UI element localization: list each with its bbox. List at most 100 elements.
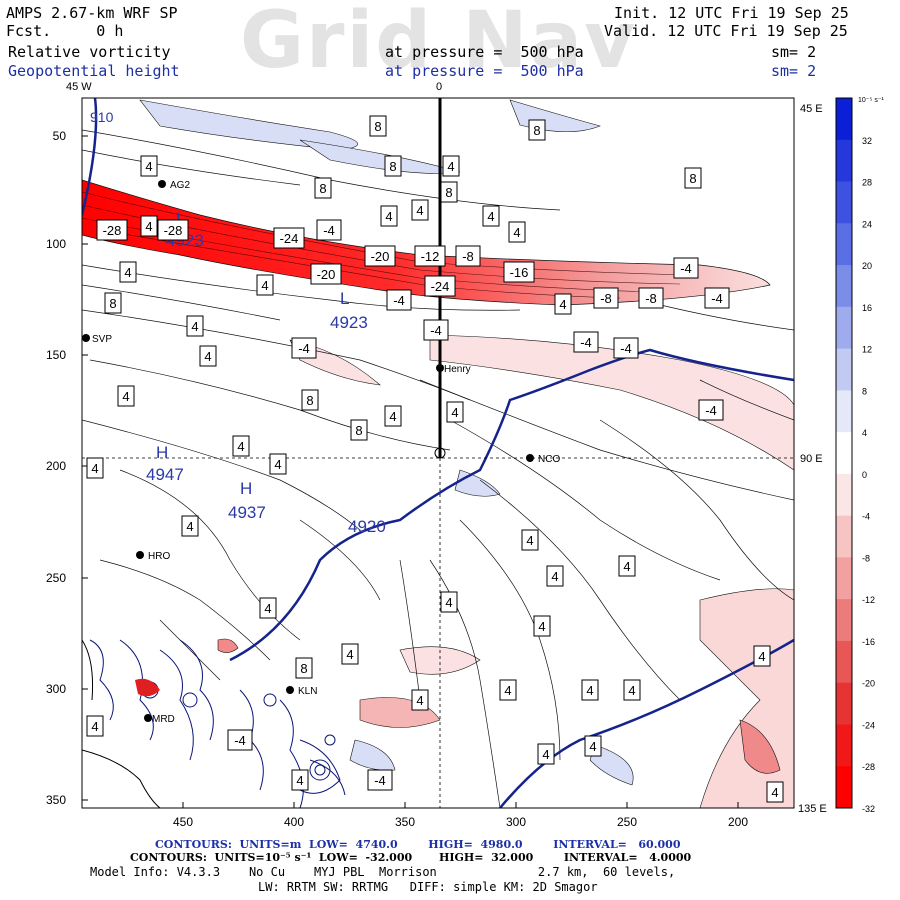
vorticity-value-box: -4	[613, 337, 639, 359]
forecast-hour: Fcst. 0 h	[6, 22, 124, 40]
colorbar-swatch	[836, 724, 852, 767]
svg-text:8: 8	[389, 159, 396, 174]
station-labels: AG2 SVP Henry NCO HRO KLN MRD	[92, 180, 560, 725]
svg-text:-8: -8	[462, 249, 474, 264]
vorticity-value-box: 8	[301, 389, 319, 411]
vorticity-value-box: 4	[199, 345, 217, 367]
vorticity-value-box: 4	[256, 274, 274, 296]
colorbar-label: -8	[862, 553, 870, 563]
svg-text:4: 4	[296, 773, 303, 788]
svg-text:-4: -4	[298, 341, 310, 356]
field-vorticity: Relative vorticity	[8, 43, 171, 61]
colorbar-label: 12	[862, 345, 872, 355]
x-tick-label: 450	[173, 815, 193, 829]
vorticity-value-box: 8	[295, 657, 313, 679]
lon-label-right-mid: 90 E	[800, 453, 823, 465]
vorticity-value-box: 4	[380, 205, 398, 227]
svg-text:4: 4	[264, 601, 271, 616]
vorticity-value-box: 4	[537, 743, 555, 765]
y-tick-label: 200	[46, 459, 66, 473]
svg-text:4: 4	[513, 225, 520, 240]
svg-text:4: 4	[487, 209, 494, 224]
vorticity-value-box: 4	[259, 597, 277, 619]
vorticity-value-box: 4	[546, 565, 564, 587]
svg-text:-20: -20	[371, 249, 390, 264]
lon-label-right-top: 45 E	[800, 103, 823, 115]
svg-text:4: 4	[526, 533, 533, 548]
svg-text:4: 4	[274, 457, 281, 472]
svg-text:4: 4	[416, 203, 423, 218]
colorbar-swatch	[836, 432, 852, 475]
colorbar-swatch	[836, 265, 852, 308]
colorbar-swatch	[836, 223, 852, 266]
vorticity-value-box: -4	[698, 399, 724, 421]
vorticity-value-box: 4	[508, 221, 526, 243]
svg-text:4: 4	[628, 683, 635, 698]
vorticity-value-box: 4	[411, 199, 429, 221]
x-tick-label: 250	[617, 815, 637, 829]
svg-text:-4: -4	[580, 335, 592, 350]
low-marker: L	[176, 209, 185, 228]
vorticity-value-box: 4	[618, 555, 636, 577]
mountain-red-spot	[135, 678, 160, 697]
svg-text:-16: -16	[510, 265, 529, 280]
svg-text:8: 8	[306, 393, 313, 408]
svg-text:-28: -28	[103, 223, 122, 238]
svg-text:-4: -4	[393, 293, 405, 308]
vorticity-value-box: -8	[638, 287, 664, 309]
axis-ticks	[82, 135, 739, 808]
x-tick-label: 200	[728, 815, 748, 829]
colorbar-label: 32	[862, 136, 872, 146]
vorticity-value-box: -4	[386, 289, 412, 311]
vorticity-value-box: -4	[573, 331, 599, 353]
colorbar-unit: 10⁻⁵ s⁻¹	[858, 97, 885, 104]
vorticity-value-box: 4	[269, 453, 287, 475]
footer-height-contours: CONTOURS: UNITS=m LOW= 4740.0 HIGH= 4980…	[155, 838, 681, 851]
svg-text:4: 4	[145, 219, 152, 234]
smoothing-1: sm= 2	[771, 43, 817, 61]
vorticity-value-box: 4	[411, 689, 429, 711]
svg-text:4: 4	[261, 278, 268, 293]
colorbar-label: -4	[862, 512, 870, 522]
svg-text:-4: -4	[323, 223, 335, 238]
colorbar-label: -20	[862, 679, 875, 689]
vorticity-value-box: 4	[384, 405, 402, 427]
svg-text:4: 4	[623, 559, 630, 574]
svg-text:-8: -8	[645, 291, 657, 306]
y-tick-label: 250	[46, 571, 66, 585]
colorbar-label: -24	[862, 720, 875, 730]
y-tick-label: 150	[46, 348, 66, 362]
pressure-level-2: at pressure = 500 hPa	[385, 62, 584, 80]
svg-text:-8: -8	[600, 291, 612, 306]
y-tick-label: 100	[46, 237, 66, 251]
svg-text:-20: -20	[317, 267, 336, 282]
station-label: KLN	[298, 686, 317, 697]
colorbar-swatch	[836, 473, 852, 517]
svg-text:-28: -28	[164, 223, 183, 238]
svg-text:4: 4	[191, 319, 198, 334]
station-label: Henry	[444, 364, 471, 375]
vorticity-value-box: -4	[704, 287, 730, 309]
vorticity-value-box: -4	[227, 729, 253, 751]
colorbar-label: -12	[862, 595, 875, 605]
vorticity-value-box: 4	[440, 591, 458, 613]
svg-text:4: 4	[551, 569, 558, 584]
geopotential-contours	[82, 98, 794, 808]
svg-text:4: 4	[758, 649, 765, 664]
svg-text:8: 8	[355, 423, 362, 438]
longitude-labels: 45 W 0 45 E 90 E 135 E	[66, 81, 827, 815]
vorticity-value-box: 4	[753, 645, 771, 667]
valid-time: Valid. 12 UTC Fri 19 Sep 25	[604, 22, 848, 40]
station-dots	[82, 180, 534, 722]
model-title: AMPS 2.67-km WRF SP	[6, 4, 178, 22]
svg-text:4: 4	[447, 159, 454, 174]
svg-text:8: 8	[319, 181, 326, 196]
vorticity-value-box: -24	[424, 275, 456, 297]
svg-text:-4: -4	[620, 341, 632, 356]
svg-text:4: 4	[451, 405, 458, 420]
x-tick-labels: 450 400 350 300 250 200	[173, 815, 748, 829]
high-value: 4947	[146, 465, 184, 484]
footer-model-info: Model Info: V4.3.3 No Cu MYJ PBL Morriso…	[90, 865, 676, 879]
y-tick-label: 300	[46, 682, 66, 696]
lon-label-top-center: 0	[436, 81, 442, 93]
